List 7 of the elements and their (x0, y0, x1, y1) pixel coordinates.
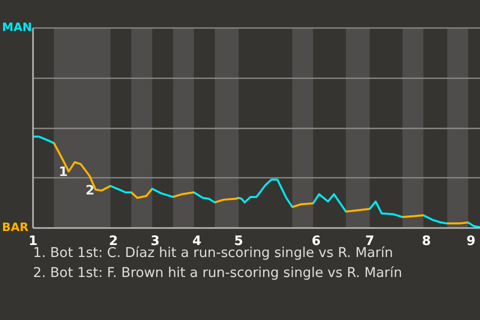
x-tick-label: 8 (422, 234, 431, 250)
annotation: 1 (58, 164, 68, 180)
text: MAN (2, 20, 32, 34)
text: 2. Bot 1st: F. Brown hit a run-scoring single vs R. Marín (33, 264, 402, 283)
x-tick-label: 9 (466, 234, 476, 250)
text: BAR (2, 220, 29, 234)
annotation: 2 (86, 183, 95, 198)
